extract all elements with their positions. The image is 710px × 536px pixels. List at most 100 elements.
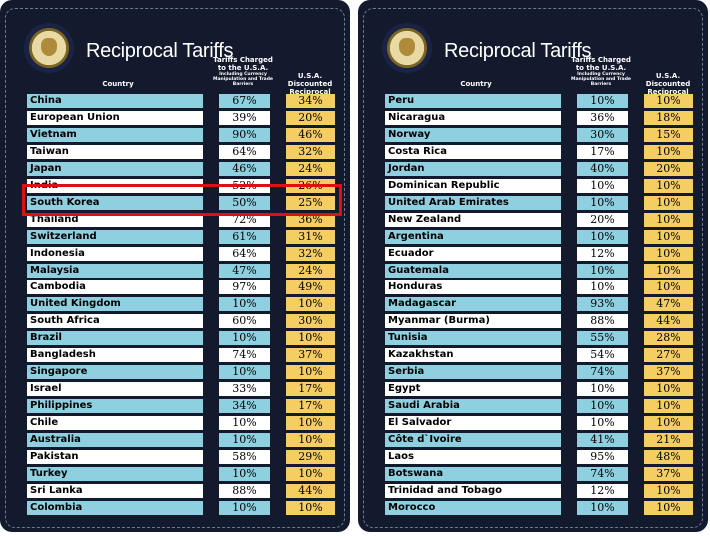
panel-title: Reciprocal Tariffs <box>444 40 592 62</box>
table-row: Nicaragua 36% 18% <box>358 110 708 125</box>
discounted-cell: 10% <box>644 500 693 515</box>
charged-cell: 10% <box>577 280 628 295</box>
table-row: Tunisia 55% 28% <box>358 331 708 346</box>
table-row: Israel 33% 17% <box>0 382 350 397</box>
table-row: Bangladesh 74% 37% <box>0 348 350 363</box>
charged-cell: 10% <box>577 416 628 431</box>
country-cell: Israel <box>27 382 203 397</box>
discounted-cell: 37% <box>286 348 335 363</box>
charged-column-header: Tariffs Charged to the U.S.A. Including … <box>210 56 276 87</box>
discounted-cell: 10% <box>286 500 335 515</box>
right-tariff-panel: Reciprocal Tariffs Country Tariffs Charg… <box>358 0 708 532</box>
country-cell: Taiwan <box>27 144 203 159</box>
panel-title: Reciprocal Tariffs <box>86 40 234 62</box>
country-cell: Costa Rica <box>385 144 561 159</box>
charged-cell: 64% <box>219 144 270 159</box>
country-cell: Bangladesh <box>27 348 203 363</box>
table-row: Japan 46% 24% <box>0 161 350 176</box>
left-tariff-panel: Reciprocal Tariffs Country Tariffs Charg… <box>0 0 350 532</box>
table-row: Dominican Republic 10% 10% <box>358 178 708 193</box>
charged-cell: 17% <box>577 144 628 159</box>
charged-cell: 10% <box>219 365 270 380</box>
discounted-cell: 10% <box>644 94 693 108</box>
charged-cell: 74% <box>577 466 628 481</box>
charged-cell: 10% <box>577 94 628 108</box>
discounted-cell: 29% <box>286 449 335 464</box>
table-row: India 52% 26% <box>0 178 350 193</box>
country-cell: United Kingdom <box>27 297 203 312</box>
discounted-cell: 24% <box>286 263 335 278</box>
country-cell: Peru <box>385 94 561 108</box>
table-row: Saudi Arabia 10% 10% <box>358 399 708 414</box>
discounted-cell: 48% <box>644 449 693 464</box>
discounted-cell: 32% <box>286 144 335 159</box>
charged-cell: 10% <box>577 382 628 397</box>
table-row: United Arab Emirates 10% 10% <box>358 195 708 210</box>
charged-cell: 10% <box>577 195 628 210</box>
charged-header-label: Tariffs Charged to the U.S.A. <box>213 56 273 72</box>
table-row: European Union 39% 20% <box>0 110 350 125</box>
discounted-cell: 15% <box>644 127 693 142</box>
charged-cell: 10% <box>219 331 270 346</box>
discounted-cell: 26% <box>286 178 335 193</box>
country-column-header: Country <box>102 80 134 88</box>
table-row: Costa Rica 17% 10% <box>358 144 708 159</box>
charged-header-sublabel: Including Currency Manipulation and Trad… <box>213 72 273 87</box>
country-cell: Indonesia <box>27 246 203 261</box>
country-cell: Tunisia <box>385 331 561 346</box>
table-row: Kazakhstan 54% 27% <box>358 348 708 363</box>
table-row: New Zealand 20% 10% <box>358 212 708 227</box>
country-cell: Sri Lanka <box>27 483 203 498</box>
discounted-cell: 20% <box>644 161 693 176</box>
charged-header-sublabel: Including Currency Manipulation and Trad… <box>571 72 631 87</box>
country-cell: Morocco <box>385 500 561 515</box>
country-cell: India <box>27 178 203 193</box>
discounted-cell: 34% <box>286 94 335 108</box>
table-row: Serbia 74% 37% <box>358 365 708 380</box>
charged-cell: 88% <box>219 483 270 498</box>
charged-cell: 50% <box>219 195 270 210</box>
discounted-cell: 10% <box>286 331 335 346</box>
discounted-cell: 49% <box>286 280 335 295</box>
country-cell: Jordan <box>385 161 561 176</box>
discounted-cell: 10% <box>644 382 693 397</box>
country-cell: Thailand <box>27 212 203 227</box>
table-row: South Korea 50% 25% <box>0 195 350 210</box>
country-cell: Guatemala <box>385 263 561 278</box>
country-cell: European Union <box>27 110 203 125</box>
discounted-cell: 37% <box>644 466 693 481</box>
country-cell: Botswana <box>385 466 561 481</box>
charged-column-header: Tariffs Charged to the U.S.A. Including … <box>568 56 634 87</box>
country-cell: Singapore <box>27 365 203 380</box>
charged-cell: 88% <box>577 314 628 329</box>
charged-cell: 64% <box>219 246 270 261</box>
country-cell: Argentina <box>385 229 561 244</box>
discounted-cell: 10% <box>644 229 693 244</box>
table-row: Honduras 10% 10% <box>358 280 708 295</box>
charged-cell: 74% <box>219 348 270 363</box>
charged-cell: 41% <box>577 433 628 447</box>
country-cell: Japan <box>27 161 203 176</box>
country-cell: Cambodia <box>27 280 203 295</box>
discounted-cell: 30% <box>286 314 335 329</box>
discounted-cell: 24% <box>286 161 335 176</box>
country-cell: Philippines <box>27 399 203 414</box>
discounted-cell: 44% <box>286 483 335 498</box>
table-row: Taiwan 64% 32% <box>0 144 350 159</box>
discounted-cell: 18% <box>644 110 693 125</box>
discounted-cell: 31% <box>286 229 335 244</box>
table-row: Australia 10% 10% <box>0 433 350 447</box>
country-cell: Serbia <box>385 365 561 380</box>
country-cell: Saudi Arabia <box>385 399 561 414</box>
country-cell: Malaysia <box>27 263 203 278</box>
discounted-cell: 20% <box>286 110 335 125</box>
country-cell: Pakistan <box>27 449 203 464</box>
table-row: Madagascar 93% 47% <box>358 297 708 312</box>
charged-cell: 61% <box>219 229 270 244</box>
discounted-cell: 10% <box>286 365 335 380</box>
discounted-cell: 46% <box>286 127 335 142</box>
country-cell: Ecuador <box>385 246 561 261</box>
discounted-cell: 10% <box>286 466 335 481</box>
charged-cell: 58% <box>219 449 270 464</box>
charged-cell: 10% <box>577 178 628 193</box>
